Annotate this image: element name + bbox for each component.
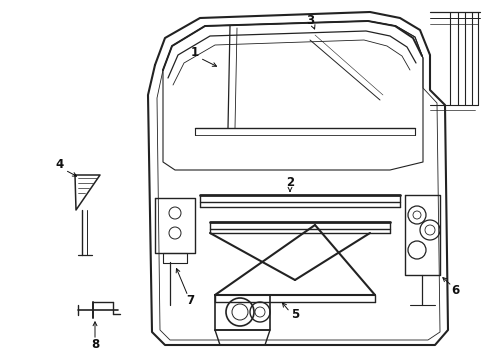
Text: 8: 8 <box>91 338 99 351</box>
Text: 3: 3 <box>306 13 314 27</box>
Text: 7: 7 <box>186 293 194 306</box>
Text: 2: 2 <box>286 176 294 189</box>
Text: 5: 5 <box>291 309 299 321</box>
Text: 1: 1 <box>191 45 199 58</box>
Text: 4: 4 <box>56 158 64 171</box>
Text: 6: 6 <box>451 284 459 297</box>
